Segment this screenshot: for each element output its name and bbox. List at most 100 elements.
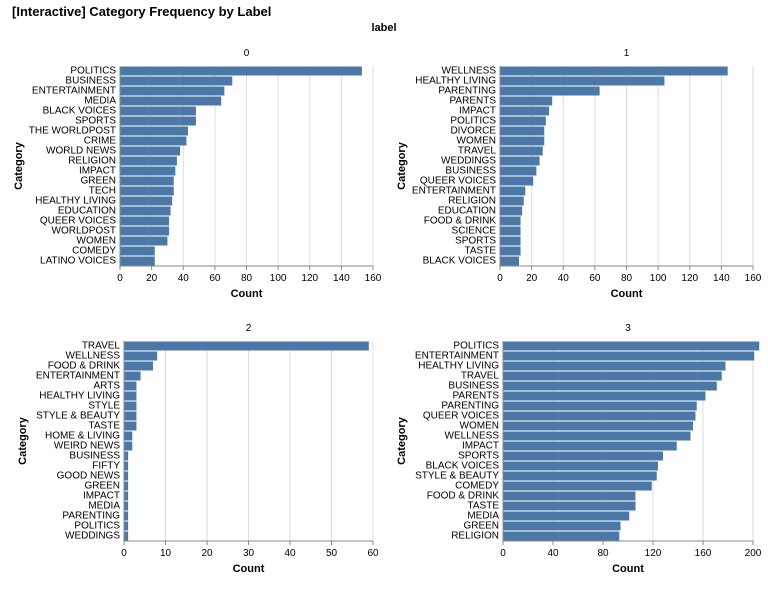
- category-label: PARENTS: [450, 96, 497, 107]
- bar[interactable]: BLACK VOICES: 12: [500, 256, 519, 266]
- x-tick-label: 80: [597, 548, 609, 559]
- category-label: GOOD NEWS: [57, 471, 121, 482]
- bar[interactable]: BLACK VOICES: 48: [120, 106, 196, 116]
- x-tick-label: 40: [178, 273, 190, 284]
- category-label: SPORTS: [455, 236, 496, 247]
- bar[interactable]: HEALTHY LIVING: 3: [124, 391, 137, 401]
- bar[interactable]: BUSINESS: 71: [120, 76, 233, 86]
- bar[interactable]: POLITICS: 205: [503, 341, 760, 351]
- bar[interactable]: EDUCATION: 32: [120, 206, 171, 216]
- bar[interactable]: STYLE & BEAUTY: 3: [124, 411, 137, 421]
- bar[interactable]: TECH: 34: [120, 186, 174, 196]
- bar[interactable]: PARENTING: 63: [500, 86, 600, 96]
- bar[interactable]: HEALTHY LIVING: 33: [120, 196, 173, 206]
- bar[interactable]: HEALTHY LIVING: 178: [503, 361, 726, 371]
- bar[interactable]: ENTERTAINMENT: 4: [124, 371, 141, 381]
- bar[interactable]: GOOD NEWS: 1: [124, 471, 129, 481]
- bar[interactable]: COMEDY: 22: [120, 246, 155, 256]
- bar[interactable]: FIFTY: 1: [124, 461, 129, 471]
- category-label: SPORTS: [75, 116, 116, 127]
- bar[interactable]: BLACK VOICES: 124: [503, 461, 658, 471]
- category-label: POLITICS: [450, 116, 496, 127]
- bar[interactable]: TRAVEL: 59: [124, 341, 369, 351]
- bar[interactable]: WOMEN: 152: [503, 421, 693, 431]
- bar[interactable]: WORLDPOST: 31: [120, 226, 170, 236]
- bar[interactable]: THE WORLDPOST: 43: [120, 126, 188, 136]
- bar[interactable]: WELLNESS: 150: [503, 431, 691, 441]
- bar[interactable]: IMPACT: 139: [503, 441, 677, 451]
- bar[interactable]: IMPACT: 1: [124, 491, 129, 501]
- bar[interactable]: TRAVEL: 175: [503, 371, 722, 381]
- bar[interactable]: HOME & LIVING: 2: [124, 431, 133, 441]
- bar[interactable]: PARENTS: 162: [503, 391, 706, 401]
- bar[interactable]: BUSINESS: 1: [124, 451, 129, 461]
- x-axis-title: Count: [611, 288, 643, 300]
- bar[interactable]: LATINO VOICES: 22: [120, 256, 155, 266]
- x-tick-label: 50: [326, 548, 338, 559]
- bar[interactable]: TRAVEL: 27: [500, 146, 543, 156]
- bar[interactable]: QUEER VOICES: 154: [503, 411, 696, 421]
- bar[interactable]: STYLE & BEAUTY: 123: [503, 471, 657, 481]
- bar[interactable]: WEDDINGS: 25: [500, 156, 540, 166]
- bar[interactable]: WOMEN: 30: [120, 236, 168, 246]
- bar[interactable]: QUEER VOICES: 21: [500, 176, 534, 186]
- bar[interactable]: RELIGION: 36: [120, 156, 177, 166]
- bar[interactable]: ENTERTAINMENT: 66: [120, 86, 225, 96]
- category-label: GREEN: [463, 521, 499, 532]
- bar[interactable]: DIVORCE: 28: [500, 126, 545, 136]
- category-label: PARENTING: [62, 511, 120, 522]
- bar[interactable]: ENTERTAINMENT: 201: [503, 351, 755, 361]
- bar[interactable]: ENTERTAINMENT: 16: [500, 186, 526, 196]
- category-label: PARENTING: [441, 401, 499, 412]
- bar[interactable]: SCIENCE: 13: [500, 226, 521, 236]
- bar[interactable]: RELIGION: 15: [500, 196, 524, 206]
- bar[interactable]: STYLE: 3: [124, 401, 137, 411]
- x-tick-label: 60: [209, 273, 221, 284]
- bar[interactable]: WORLD NEWS: 38: [120, 146, 181, 156]
- bar[interactable]: BUSINESS: 23: [500, 166, 537, 176]
- bar[interactable]: IMPACT: 31: [500, 106, 550, 116]
- bar[interactable]: ARTS: 3: [124, 381, 137, 391]
- x-tick-label: 0: [500, 548, 506, 559]
- bar[interactable]: POLITICS: 153: [120, 66, 362, 76]
- bar[interactable]: PARENTS: 33: [500, 96, 553, 106]
- bar[interactable]: FOOD & DRINK: 7: [124, 361, 154, 371]
- bar[interactable]: COMEDY: 119: [503, 481, 652, 491]
- bar[interactable]: RELIGION: 93: [503, 531, 620, 541]
- bar[interactable]: IMPACT: 35: [120, 166, 176, 176]
- bar[interactable]: BUSINESS: 171: [503, 381, 717, 391]
- bar[interactable]: GREEN: 34: [120, 176, 174, 186]
- bar[interactable]: WELLNESS: 144: [500, 66, 728, 76]
- bar[interactable]: TASTE: 3: [124, 421, 137, 431]
- bar[interactable]: WELLNESS: 8: [124, 351, 158, 361]
- bar[interactable]: WEDDINGS: 1: [124, 531, 129, 541]
- bar[interactable]: SPORTS: 13: [500, 236, 521, 246]
- bar[interactable]: PARENTING: 1: [124, 511, 129, 521]
- bar[interactable]: WOMEN: 28: [500, 136, 545, 146]
- x-tick-label: 20: [201, 548, 213, 559]
- x-tick-label: 0: [497, 273, 503, 284]
- bar[interactable]: MEDIA: 101: [503, 511, 630, 521]
- bar[interactable]: FOOD & DRINK: 106: [503, 491, 636, 501]
- bar[interactable]: GREEN: 94: [503, 521, 621, 531]
- bar[interactable]: PARENTING: 155: [503, 401, 697, 411]
- bar[interactable]: MEDIA: 64: [120, 96, 222, 106]
- bar[interactable]: HEALTHY LIVING: 104: [500, 76, 665, 86]
- bar[interactable]: TASTE: 13: [500, 246, 521, 256]
- bar[interactable]: FOOD & DRINK: 13: [500, 216, 521, 226]
- bar[interactable]: SPORTS: 128: [503, 451, 663, 461]
- bar[interactable]: POLITICS: 29: [500, 116, 546, 126]
- x-tick-label: 80: [241, 273, 253, 284]
- bar[interactable]: TASTE: 106: [503, 501, 636, 511]
- bar[interactable]: CRIME: 42: [120, 136, 187, 146]
- facet-title: 0: [244, 48, 250, 59]
- bar[interactable]: GREEN: 1: [124, 481, 129, 491]
- bar[interactable]: MEDIA: 1: [124, 501, 129, 511]
- bar[interactable]: QUEER VOICES: 31: [120, 216, 170, 226]
- bar[interactable]: EDUCATION: 14: [500, 206, 523, 216]
- bar[interactable]: SPORTS: 48: [120, 116, 196, 126]
- bar[interactable]: WEIRD NEWS: 2: [124, 441, 133, 451]
- category-label: HEALTHY LIVING: [35, 196, 116, 207]
- x-axis-title: Count: [231, 288, 263, 300]
- bar[interactable]: POLITICS: 1: [124, 521, 129, 531]
